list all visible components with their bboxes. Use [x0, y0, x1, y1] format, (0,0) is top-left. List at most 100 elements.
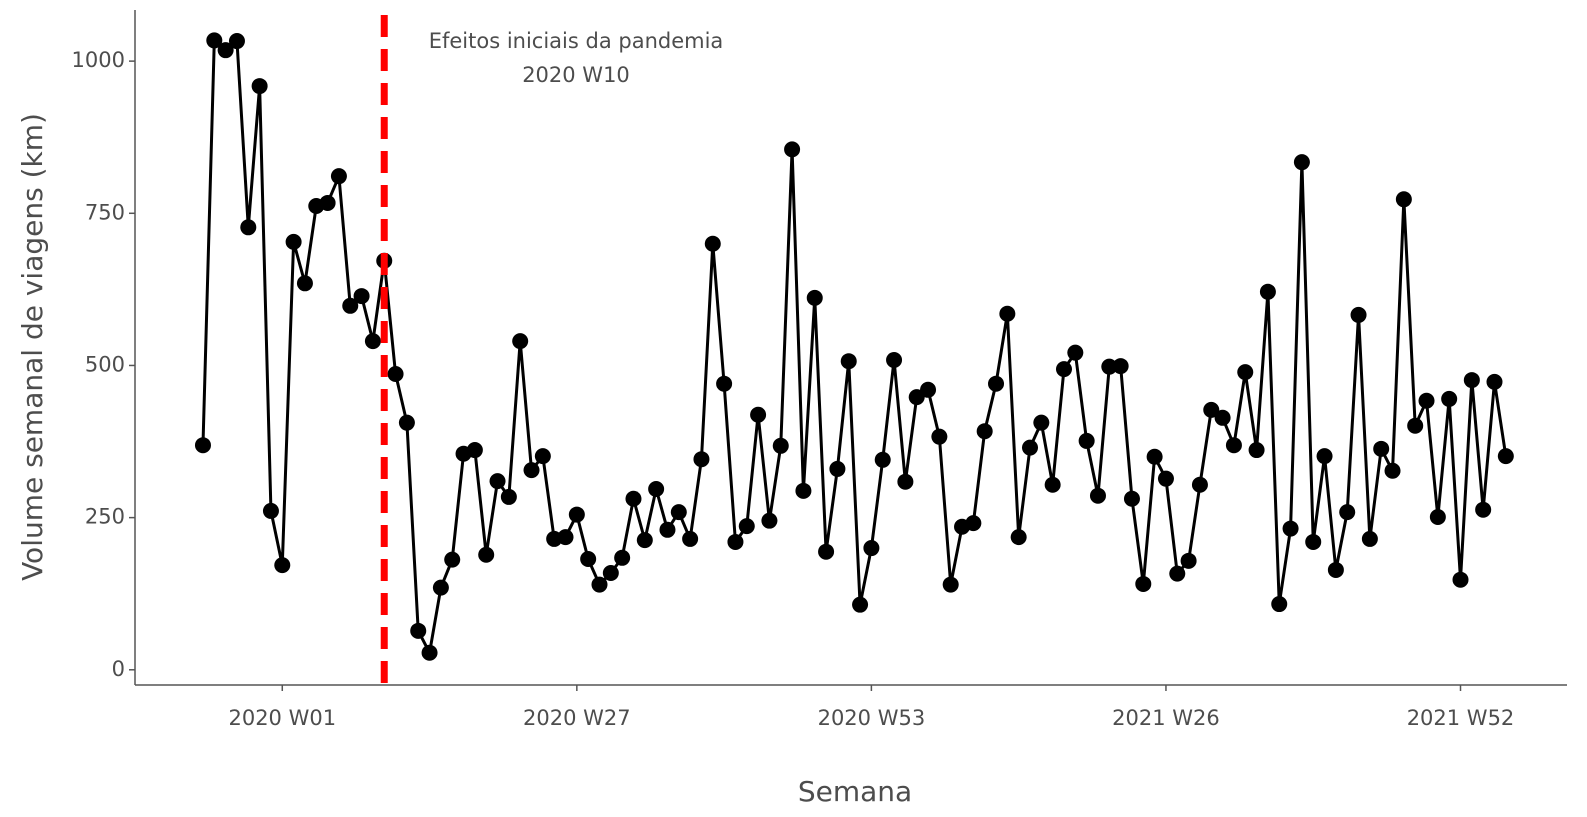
point: [330, 168, 347, 185]
x-tick-label: 2020 W01: [228, 706, 336, 730]
point: [897, 473, 914, 490]
point: [988, 375, 1005, 392]
x-axis-label: Semana: [798, 775, 912, 808]
point: [1089, 487, 1106, 504]
point: [1407, 417, 1424, 434]
point: [194, 437, 211, 454]
point: [1350, 306, 1367, 323]
point: [1180, 552, 1197, 569]
annotation: 2020 W10: [522, 63, 630, 87]
point: [1135, 575, 1152, 592]
point: [432, 579, 449, 596]
point: [1146, 448, 1163, 465]
point: [1237, 364, 1254, 381]
point: [1373, 440, 1390, 457]
series-line: [201, 37, 1508, 658]
point: [228, 33, 245, 50]
point: [999, 305, 1016, 322]
point: [648, 481, 665, 498]
point: [1463, 372, 1480, 389]
point: [1293, 154, 1310, 171]
x-tick-label: 2020 W27: [523, 706, 631, 730]
point: [716, 375, 733, 392]
point: [1452, 571, 1469, 588]
point: [489, 473, 506, 490]
x-tick-label: 2020 W53: [818, 706, 926, 730]
point: [1169, 565, 1186, 582]
point: [829, 460, 846, 477]
point: [342, 297, 359, 314]
point: [274, 557, 291, 574]
point: [614, 549, 631, 566]
point: [920, 381, 937, 398]
point: [251, 78, 268, 95]
point: [1033, 414, 1050, 431]
point: [625, 490, 642, 507]
point: [206, 32, 223, 49]
point: [1010, 529, 1027, 546]
point: [840, 353, 857, 370]
point: [353, 288, 370, 305]
point: [1361, 530, 1378, 547]
point: [1157, 470, 1174, 487]
point: [398, 414, 415, 431]
y-axis-label: Volume semanal de viagens (km): [16, 113, 49, 581]
point: [591, 576, 608, 593]
point: [296, 275, 313, 292]
point: [580, 551, 597, 568]
point: [863, 540, 880, 557]
point: [1327, 561, 1344, 578]
point: [1101, 358, 1118, 375]
y-tick-label: 750: [85, 200, 125, 224]
point: [466, 442, 483, 459]
point: [1203, 401, 1220, 418]
point: [682, 530, 699, 547]
point: [806, 289, 823, 306]
point: [1022, 439, 1038, 456]
point: [874, 451, 891, 468]
point: [1395, 191, 1412, 208]
point: [1475, 501, 1492, 518]
point: [1441, 390, 1458, 407]
point: [693, 451, 710, 468]
point: [410, 622, 427, 639]
point: [602, 565, 619, 582]
point: [670, 504, 687, 521]
point: [852, 596, 869, 613]
point: [908, 389, 925, 406]
point: [659, 521, 676, 538]
point: [217, 42, 234, 59]
point: [1044, 476, 1061, 493]
point: [478, 546, 495, 563]
x-tick-label: 2021 W52: [1407, 706, 1515, 730]
point: [568, 506, 585, 523]
point: [319, 194, 336, 211]
point: [1271, 596, 1288, 613]
point: [262, 502, 279, 519]
point: [523, 462, 540, 479]
point: [931, 428, 948, 445]
point: [1248, 442, 1265, 459]
point: [636, 532, 653, 549]
y-tick-label: 250: [85, 505, 125, 529]
point: [421, 644, 438, 661]
point: [727, 533, 744, 550]
point: [1486, 373, 1503, 390]
point: [738, 518, 755, 535]
point: [444, 551, 461, 568]
point: [772, 437, 789, 454]
point: [1316, 448, 1333, 465]
point: [1055, 361, 1072, 378]
y-tick-label: 0: [112, 657, 125, 681]
point: [976, 423, 993, 440]
point: [784, 141, 801, 158]
point: [1225, 437, 1242, 454]
x-tick-label: 2021 W26: [1112, 706, 1220, 730]
point: [534, 448, 551, 465]
point: [750, 406, 767, 423]
point: [1123, 490, 1140, 507]
point: [1078, 432, 1095, 449]
point: [500, 488, 517, 505]
y-tick-label: 1000: [72, 48, 125, 72]
